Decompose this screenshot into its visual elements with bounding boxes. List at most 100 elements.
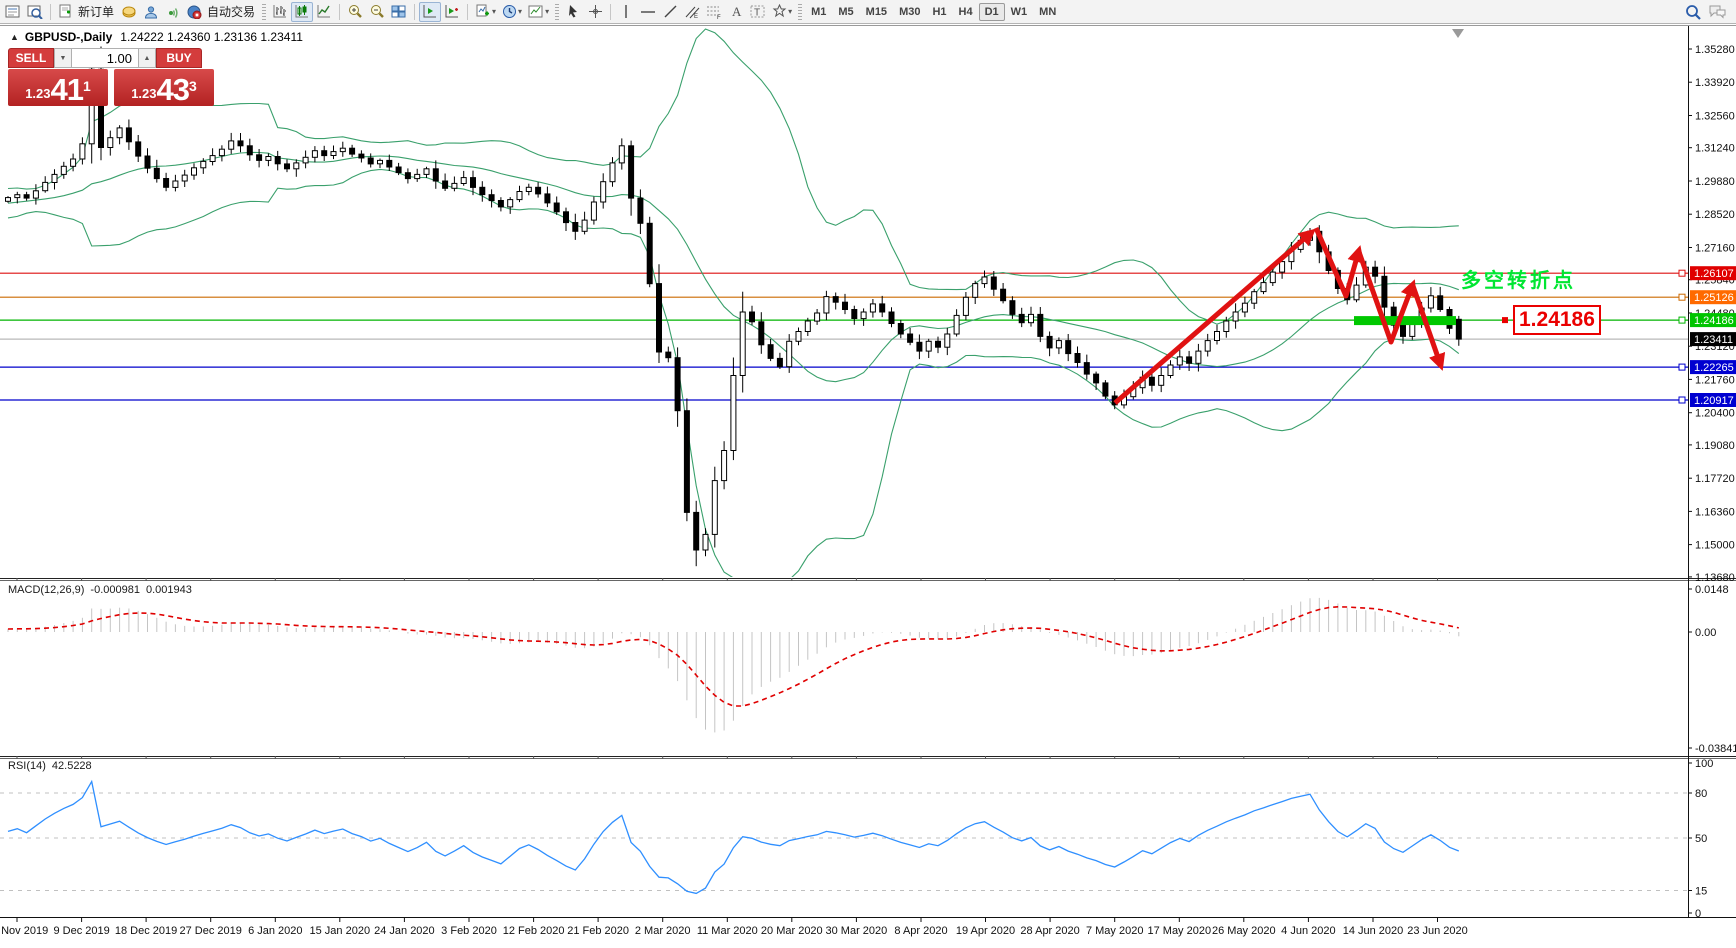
svg-text:1.16360: 1.16360 — [1695, 506, 1735, 518]
price-axis[interactable]: 1.35280 1.33920 1.32560 1.31240 1.29880 1.285… — [1678, 44, 1736, 584]
fibonacci-icon[interactable]: F — [703, 2, 725, 22]
svg-text:1.23411: 1.23411 — [1694, 334, 1733, 346]
search-icon[interactable] — [1682, 2, 1705, 22]
buy-price-sup: 3 — [189, 78, 197, 94]
svg-text:1.33920: 1.33920 — [1695, 77, 1735, 89]
profile-icon[interactable] — [140, 2, 162, 22]
hline-icon[interactable] — [637, 2, 659, 22]
volume-input[interactable] — [72, 48, 138, 68]
svg-text:29 Nov 2019: 29 Nov 2019 — [0, 925, 48, 937]
svg-text:8 Apr 2020: 8 Apr 2020 — [894, 925, 947, 937]
svg-text:9 Dec 2019: 9 Dec 2019 — [53, 925, 109, 937]
deposit-icon[interactable] — [118, 2, 140, 22]
svg-text:27 Dec 2019: 27 Dec 2019 — [180, 925, 242, 937]
trendline-icon[interactable] — [659, 2, 681, 22]
timeframe-strip: M1 M5 M15 M30 H1 H4 D1 W1 MN — [805, 2, 1062, 21]
buy-price-panel[interactable]: 1.23 43 3 — [114, 69, 214, 106]
signals-icon[interactable] — [162, 2, 184, 22]
volume-down-button[interactable]: ▼ — [54, 48, 72, 68]
timeframe-H1[interactable]: H1 — [932, 5, 947, 18]
chart-shift-icon[interactable] — [419, 1, 442, 22]
candles — [5, 46, 1462, 567]
macd-signal-line — [7, 605, 1459, 707]
svg-text:E: E — [694, 14, 698, 19]
turning-point-label[interactable]: 多空转折点 — [1461, 270, 1576, 292]
svg-text:7 May 2020: 7 May 2020 — [1086, 925, 1143, 937]
svg-text:1.29880: 1.29880 — [1695, 176, 1735, 188]
timeframe-H4[interactable]: H4 — [958, 5, 973, 18]
macd-histogram — [7, 597, 1460, 733]
vline-icon[interactable] — [615, 2, 637, 22]
volume-up-button[interactable]: ▲ — [138, 48, 156, 68]
autotrade-label[interactable]: 自动交易 — [207, 5, 256, 19]
charts-list-icon[interactable] — [2, 2, 24, 22]
price-callout[interactable]: 1.24186 — [1513, 305, 1601, 335]
rsi-label: RSI(14) 42.5228 — [8, 760, 92, 772]
svg-text:4 Jun 2020: 4 Jun 2020 — [1281, 925, 1335, 937]
timeframe-M15[interactable]: M15 — [865, 5, 888, 18]
buy-button[interactable]: BUY — [156, 48, 202, 68]
pane-frames — [0, 25, 1736, 918]
trend-arrows[interactable] — [1113, 226, 1446, 405]
buy-price-big: 43 — [156, 72, 190, 107]
zoom-in-icon[interactable] — [344, 2, 366, 22]
label-icon[interactable]: T — [747, 2, 769, 22]
zoom-out-icon[interactable] — [366, 2, 388, 22]
svg-text:17 May 2020: 17 May 2020 — [1147, 925, 1211, 937]
macd-label: MACD(12,26,9) -0.000981 0.001943 — [8, 584, 192, 596]
line-chart-icon[interactable] — [313, 2, 335, 22]
svg-text:21 Feb 2020: 21 Feb 2020 — [567, 925, 629, 937]
timeframe-M1[interactable]: M1 — [811, 5, 827, 18]
svg-text:19 Apr 2020: 19 Apr 2020 — [956, 925, 1015, 937]
rsi-axis: 100 80 50 15 0 — [1688, 758, 1713, 920]
profiles-clock-icon[interactable]: ▾ — [499, 2, 525, 22]
svg-text:F: F — [717, 15, 721, 19]
svg-text:1.26107: 1.26107 — [1694, 268, 1734, 280]
template-icon[interactable]: ▾ — [525, 2, 552, 22]
text-icon[interactable]: A — [725, 2, 747, 22]
new-chart-icon[interactable]: ▾ — [472, 2, 499, 22]
svg-text:80: 80 — [1695, 788, 1707, 800]
sell-price-panel[interactable]: 1.23 41 1 — [8, 69, 108, 106]
timeframe-D1[interactable]: D1 — [978, 2, 1005, 21]
chart-shift-marker[interactable] — [1452, 29, 1464, 38]
chat-icon[interactable] — [1705, 2, 1730, 22]
timeframe-W1[interactable]: W1 — [1010, 5, 1028, 18]
sell-price-small: 1.23 — [25, 86, 51, 101]
svg-text:2 Mar 2020: 2 Mar 2020 — [635, 925, 691, 937]
timeframe-M30[interactable]: M30 — [899, 5, 921, 18]
rsi-levels — [0, 792, 1688, 891]
bars-chart-icon[interactable] — [269, 2, 291, 22]
svg-text:15 Jan 2020: 15 Jan 2020 — [310, 925, 371, 937]
buy-price-small: 1.23 — [131, 86, 157, 101]
timeframe-M5[interactable]: M5 — [838, 5, 854, 18]
svg-text:1.17720: 1.17720 — [1695, 473, 1735, 485]
cursor-icon[interactable] — [562, 2, 584, 22]
svg-text:1.20917: 1.20917 — [1694, 395, 1734, 407]
new-order-label[interactable]: 新订单 — [78, 5, 115, 19]
tile-windows-icon[interactable] — [388, 2, 410, 22]
macd-signal-value: 0.001943 — [145, 584, 192, 596]
rsi-line — [7, 779, 1460, 895]
sell-button[interactable]: SELL — [8, 48, 54, 68]
timeframe-MN[interactable]: MN — [1039, 5, 1057, 18]
ohlc-values: 1.24222 1.24360 1.23136 1.23411 — [120, 30, 303, 44]
rsi-value: 42.5228 — [51, 760, 92, 772]
collapse-triangle-icon[interactable]: ▲ — [10, 32, 19, 42]
auto-scroll-icon[interactable] — [441, 2, 463, 22]
horizontal-lines[interactable] — [0, 272, 1688, 401]
shapes-icon[interactable]: ▾ — [769, 2, 795, 22]
svg-text:1.19080: 1.19080 — [1695, 440, 1735, 452]
autotrade-icon[interactable] — [184, 2, 206, 22]
svg-text:100: 100 — [1695, 758, 1713, 770]
support-highlight[interactable] — [1354, 316, 1456, 326]
crosshair-icon[interactable] — [584, 2, 606, 22]
channel-icon[interactable]: E — [681, 2, 703, 22]
window-zoom-icon[interactable] — [24, 2, 46, 22]
new-order-button[interactable] — [55, 2, 77, 22]
svg-text:24 Jan 2020: 24 Jan 2020 — [374, 925, 435, 937]
candles-chart-icon[interactable] — [291, 1, 314, 22]
